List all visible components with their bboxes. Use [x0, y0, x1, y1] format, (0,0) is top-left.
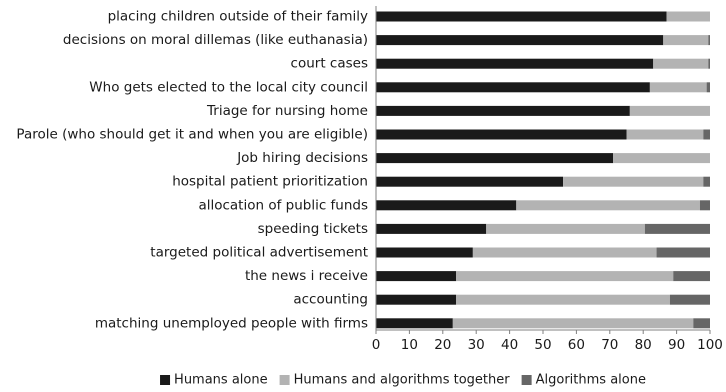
- bar-segment: [376, 294, 457, 305]
- x-tick-label: 30: [468, 337, 485, 353]
- x-tick-label: 70: [601, 337, 618, 353]
- x-tick-label: 10: [401, 337, 418, 353]
- category-label: targeted political advertisement: [150, 245, 368, 261]
- bar-segment: [456, 271, 674, 282]
- bar-segment: [376, 200, 517, 211]
- x-tick-label: 40: [501, 337, 518, 353]
- bar-segment: [563, 176, 704, 187]
- x-tick-label: 100: [697, 337, 723, 353]
- bar-segment: [376, 105, 630, 116]
- bar-segment: [376, 247, 473, 258]
- x-tick-label: 0: [372, 337, 381, 353]
- bar-segment: [486, 223, 645, 234]
- bar-segment: [629, 105, 710, 116]
- category-label: accounting: [293, 292, 368, 308]
- legend-item: Algorithms alone: [521, 373, 646, 388]
- bar-segment: [693, 318, 710, 329]
- category-label: the news i receive: [245, 268, 368, 284]
- bar-segment: [626, 129, 704, 140]
- x-tick-label: 50: [534, 337, 551, 353]
- legend-item: Humans and algorithms together: [279, 373, 511, 388]
- legend-swatch: [521, 375, 532, 385]
- bar-segment: [376, 176, 564, 187]
- bar-segment: [452, 318, 694, 329]
- bar-segment: [376, 223, 487, 234]
- legend-label: Algorithms alone: [536, 373, 646, 388]
- bar-segment: [376, 58, 654, 69]
- category-label: allocation of public funds: [198, 197, 368, 213]
- legend: Humans alone Humans and algorithms togeth…: [160, 373, 646, 388]
- legend-item: Humans alone: [160, 373, 268, 388]
- category-label: Parole (who should get it and when you a…: [16, 127, 368, 143]
- bar-segment: [472, 247, 657, 258]
- bar-segment: [516, 200, 700, 211]
- bar-segment: [656, 247, 710, 258]
- category-label: Triage for nursing home: [206, 103, 368, 119]
- category-label: hospital patient prioritization: [172, 174, 368, 190]
- bar-segment: [703, 176, 710, 187]
- bar-segment: [376, 153, 614, 164]
- bar-segment: [699, 200, 710, 211]
- bar-segment: [376, 129, 627, 140]
- legend-label: Humans and algorithms together: [294, 373, 511, 388]
- category-label: Job hiring decisions: [236, 150, 368, 166]
- bar-segment: [644, 223, 710, 234]
- x-axis: 0 10 20 30 40 50 60 70 80 90 100: [372, 6, 723, 353]
- bar-segment: [376, 11, 667, 22]
- x-tick-label: 80: [635, 337, 652, 353]
- bar-segment: [376, 318, 453, 329]
- category-label: placing children outside of their family: [108, 9, 368, 25]
- x-tick-label: 60: [568, 337, 585, 353]
- bar-segment: [708, 35, 710, 46]
- category-label: Who gets elected to the local city counc…: [89, 79, 368, 95]
- bar-segment: [708, 58, 710, 69]
- bar-segment: [649, 82, 707, 93]
- legend-swatch: [279, 375, 290, 385]
- bar-segment: [666, 11, 710, 22]
- bar-segment: [456, 294, 670, 305]
- bar-segment: [706, 82, 710, 93]
- category-label: speeding tickets: [258, 221, 368, 237]
- bar-segment: [653, 58, 709, 69]
- bar-segment: [376, 82, 650, 93]
- category-label: court cases: [291, 56, 368, 72]
- legend-label: Humans alone: [174, 373, 268, 388]
- bar-segment: [376, 35, 664, 46]
- category-labels: placing children outside of their family…: [16, 9, 368, 332]
- bar-segment: [703, 129, 710, 140]
- category-label: matching unemployed people with firms: [95, 315, 368, 331]
- legend-swatch: [160, 375, 171, 385]
- bar-segment: [663, 35, 709, 46]
- bar-segment: [613, 153, 710, 164]
- bar-segment: [376, 271, 457, 282]
- x-tick-label: 90: [668, 337, 685, 353]
- bar-segment: [669, 294, 710, 305]
- x-tick-label: 20: [434, 337, 451, 353]
- category-label: decisions on moral dillemas (like euthan…: [63, 32, 368, 48]
- bar-segment: [673, 271, 710, 282]
- bars: [376, 11, 710, 329]
